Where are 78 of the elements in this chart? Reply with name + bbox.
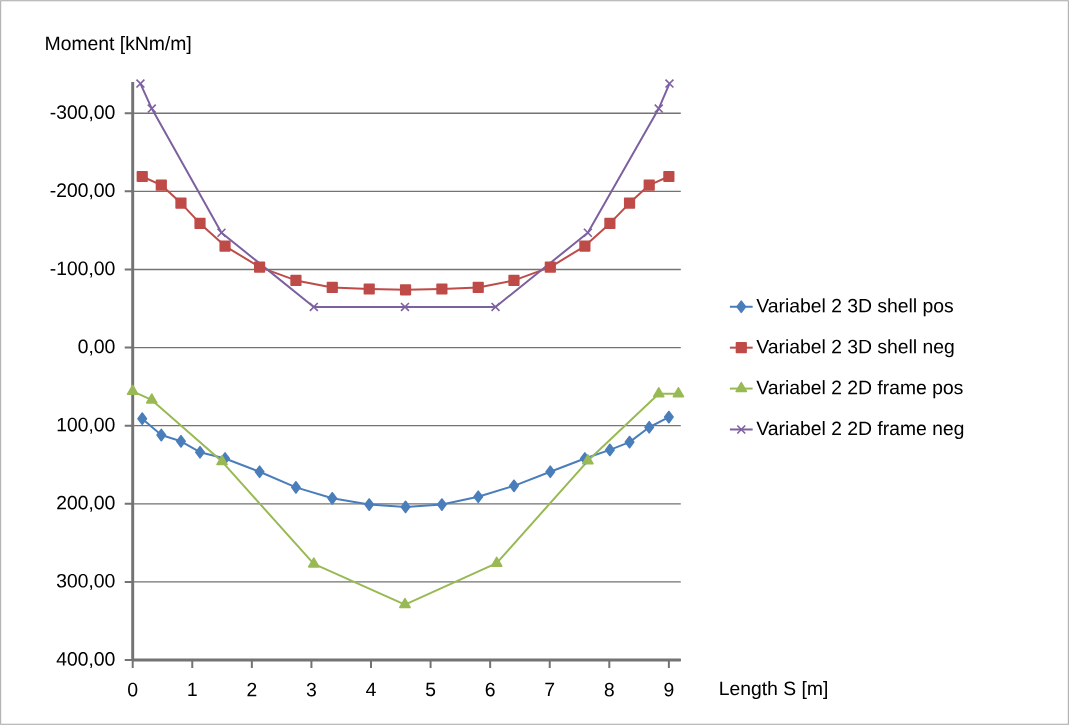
point [363, 283, 375, 295]
point [327, 491, 338, 505]
x-axis-title: Length S [m] [720, 681, 827, 700]
y-tick-label: 300,00 [56, 573, 115, 590]
point [545, 465, 556, 479]
point [145, 393, 158, 404]
x-tick-label: 0 [128, 682, 138, 697]
point [400, 500, 411, 514]
point [663, 170, 675, 183]
point [643, 179, 655, 191]
point [126, 384, 139, 396]
point [290, 480, 301, 494]
point [136, 170, 148, 183]
point [400, 302, 410, 312]
point [579, 240, 591, 252]
y-tick-label: -300,00 [50, 105, 115, 122]
point [508, 479, 519, 493]
point [194, 217, 206, 229]
point [490, 556, 503, 567]
point [672, 386, 685, 398]
y-tick-label: -200,00 [50, 183, 115, 200]
point [490, 302, 501, 312]
point [581, 454, 594, 465]
y-tick-label: 400,00 [56, 652, 115, 668]
point [137, 412, 148, 426]
point [326, 281, 338, 294]
x-tick-label: 7 [545, 682, 555, 697]
point [155, 179, 167, 191]
x-tick-label: 6 [485, 682, 495, 697]
point [644, 420, 655, 434]
point [508, 274, 520, 287]
point [604, 217, 616, 229]
y-tick-label: -100,00 [50, 261, 115, 278]
point [663, 410, 674, 424]
legend-label: Variabel 2 2D frame pos [756, 380, 963, 399]
point [253, 261, 266, 273]
x-tick-label: 3 [306, 682, 316, 697]
point [624, 435, 635, 449]
point [664, 78, 675, 89]
point [147, 103, 157, 114]
point [135, 78, 146, 89]
x-tick-label: 9 [664, 682, 674, 697]
point [436, 283, 448, 295]
point [544, 261, 556, 273]
y-tick-label: 100,00 [57, 417, 115, 434]
y-tick-label: 200,00 [57, 495, 115, 512]
point [399, 597, 411, 609]
point [175, 197, 187, 209]
legend-label: Variabel 2 2D frame neg [756, 421, 964, 440]
y-axis-title: Moment [kNm/m] [46, 36, 191, 55]
point [364, 498, 375, 511]
x-tick-label: 8 [604, 682, 614, 697]
point [399, 284, 412, 296]
x-tick-label: 4 [366, 682, 376, 697]
point [219, 240, 231, 252]
point [216, 228, 227, 238]
point [254, 465, 265, 479]
x-tick-label: 5 [425, 682, 436, 697]
point [604, 443, 615, 457]
legend-label: Variabel 2 3D shell pos [756, 298, 953, 317]
legend-label: Variabel 2 3D shell neg [756, 339, 954, 358]
point [309, 302, 319, 312]
x-tick-label: 1 [188, 682, 197, 697]
y-tick-label: 0,00 [78, 339, 115, 356]
point [216, 454, 228, 466]
point [307, 557, 320, 568]
point [290, 274, 302, 287]
point [652, 386, 665, 398]
point [175, 434, 186, 448]
point [473, 490, 484, 504]
point [623, 197, 636, 209]
point [472, 281, 484, 294]
point [653, 103, 664, 114]
point [583, 228, 593, 238]
x-tick-label: 2 [247, 682, 257, 697]
point [436, 498, 447, 511]
point [195, 445, 206, 459]
point [156, 428, 167, 442]
